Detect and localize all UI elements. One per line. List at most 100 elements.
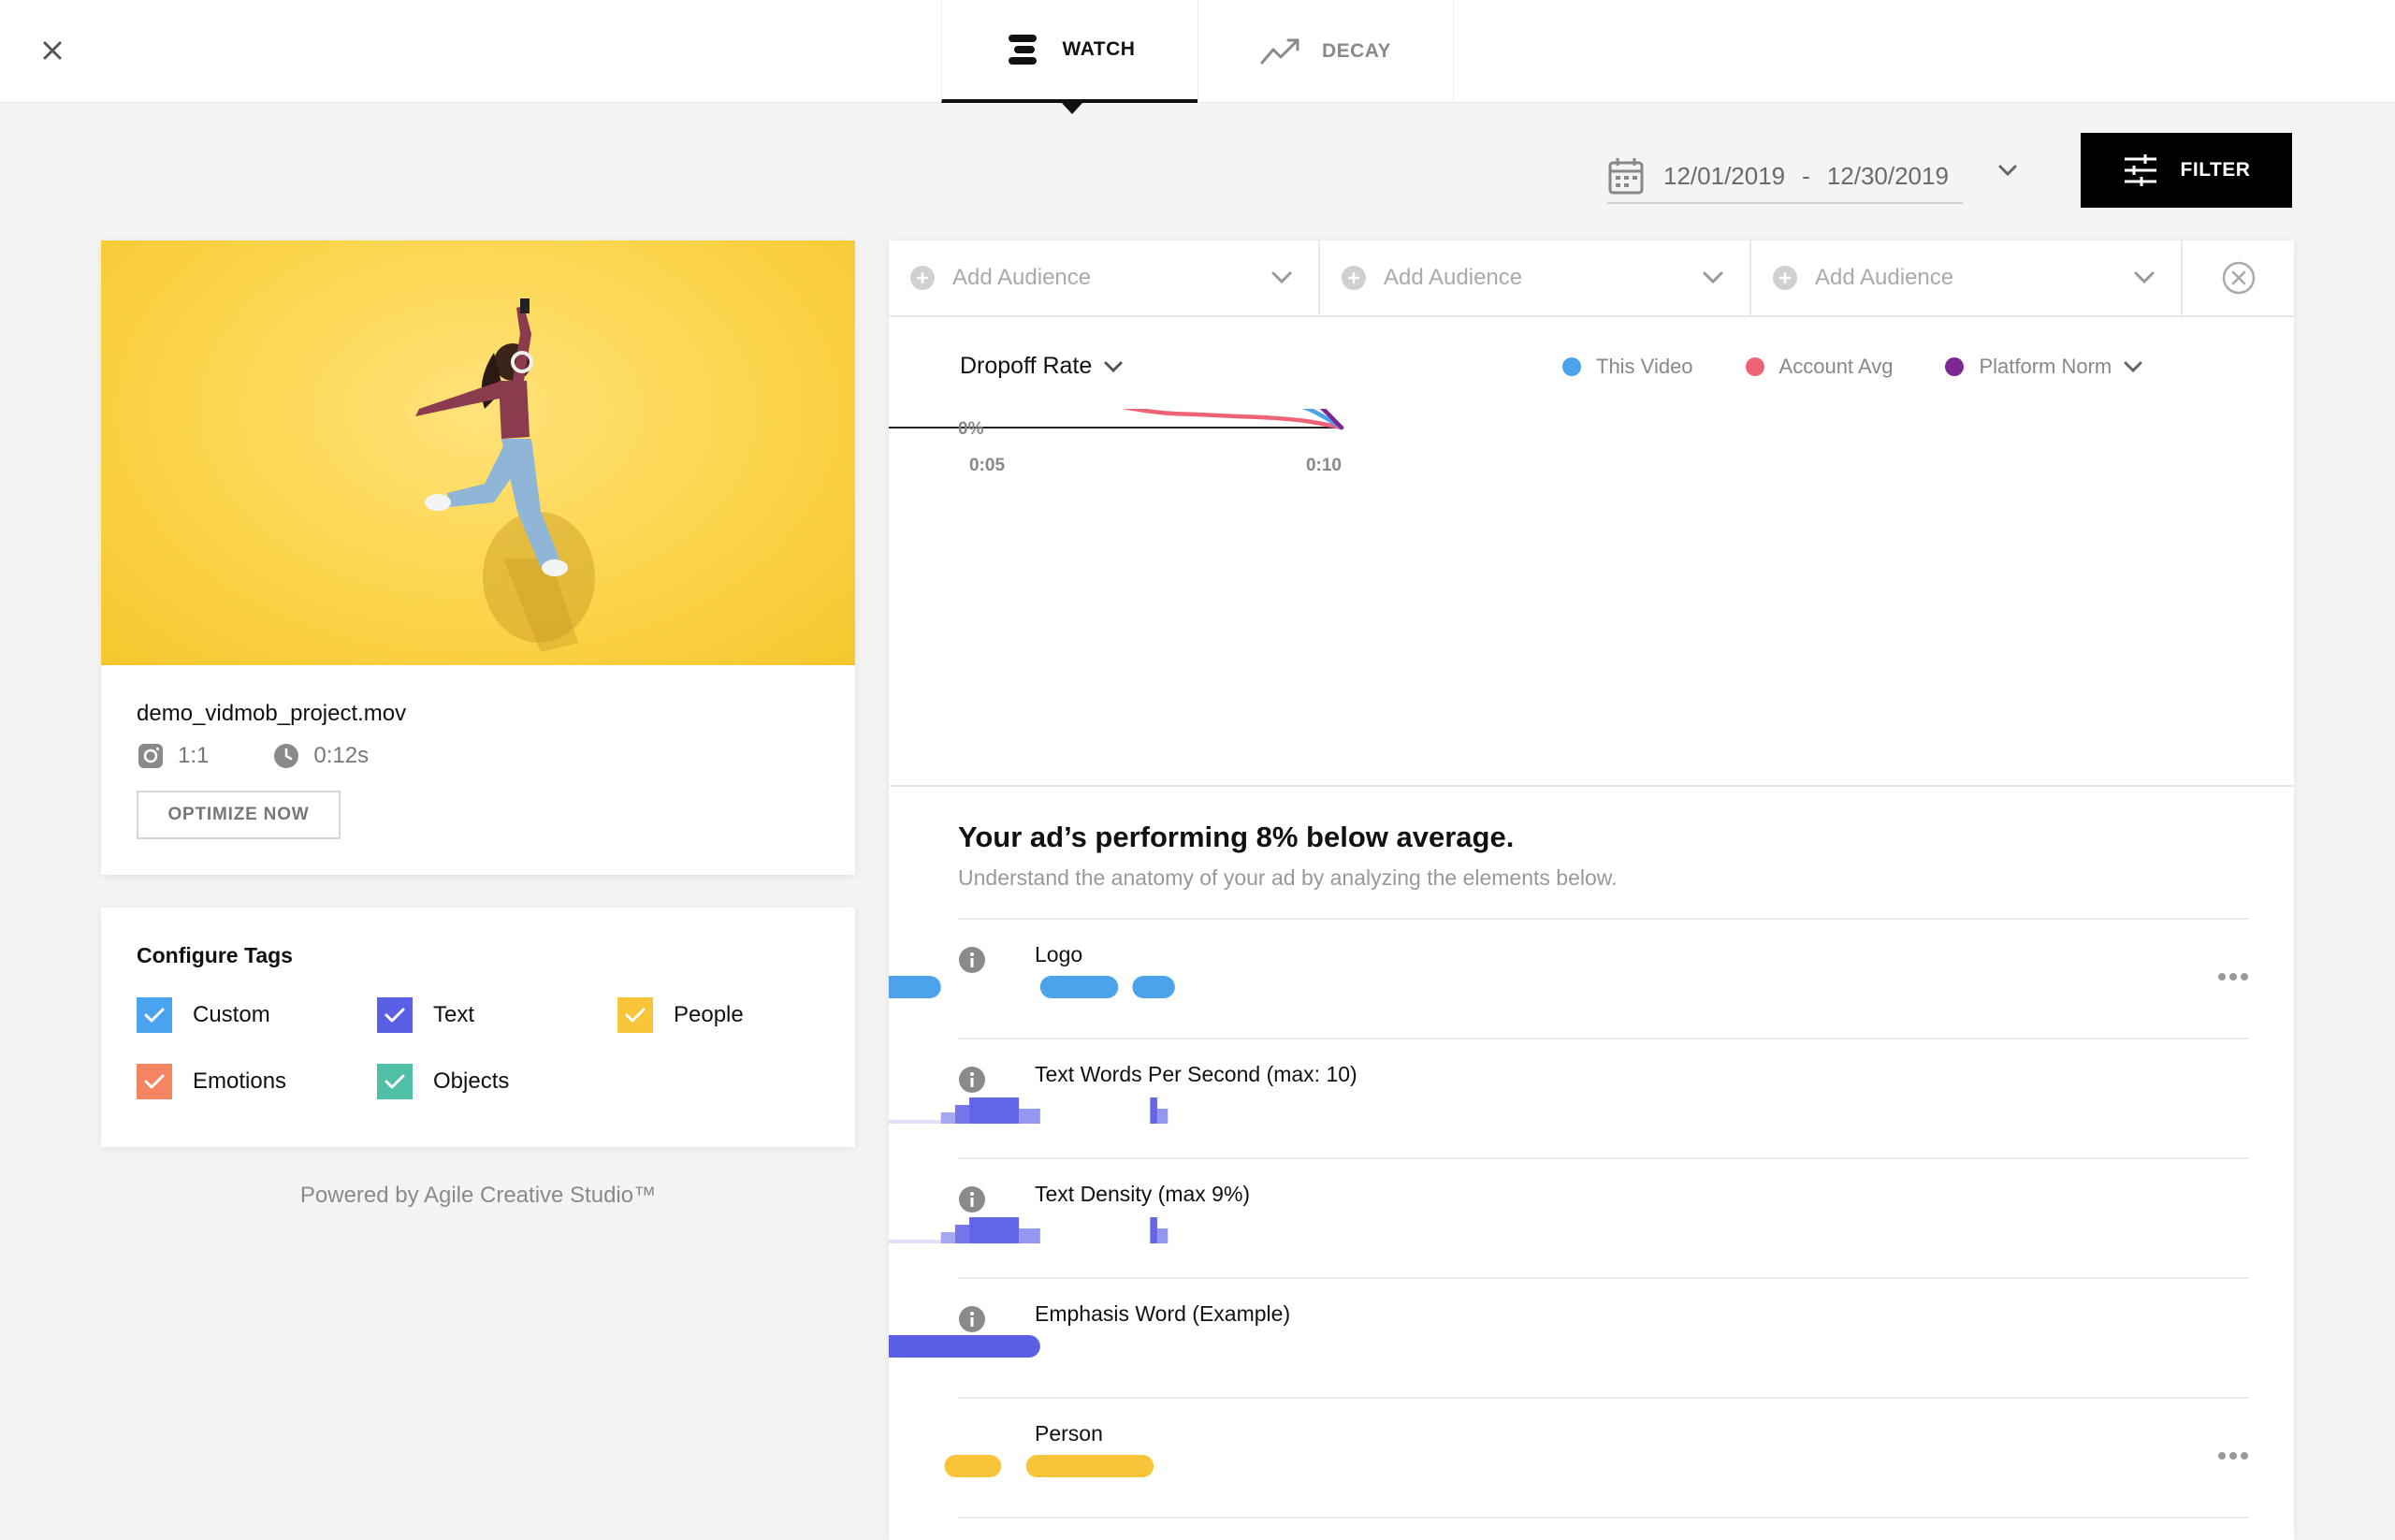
track-segment bbox=[1132, 976, 1175, 998]
instagram-icon bbox=[138, 744, 163, 768]
density-step bbox=[1019, 1228, 1040, 1243]
check-icon bbox=[617, 997, 653, 1033]
close-circle-icon bbox=[2222, 261, 2255, 295]
add-audience-dropdown-1[interactable]: Add Audience bbox=[889, 240, 1320, 315]
info-icon[interactable] bbox=[958, 1066, 986, 1094]
add-audience-label: Add Audience bbox=[952, 265, 1092, 290]
density-step bbox=[1150, 1217, 1157, 1243]
close-icon[interactable] bbox=[37, 36, 67, 65]
density-step bbox=[1150, 1097, 1157, 1124]
legend-item-platform-norm[interactable]: Platform Norm bbox=[1945, 355, 2112, 379]
legend-dot bbox=[1945, 357, 1965, 376]
row-label: Person bbox=[1035, 1421, 1103, 1446]
date-end: 12/30/2019 bbox=[1826, 161, 1949, 190]
more-options-icon[interactable] bbox=[2217, 972, 2249, 981]
optimize-now-button[interactable]: OPTIMIZE NOW bbox=[137, 791, 341, 839]
clock-icon bbox=[274, 744, 299, 768]
date-start: 12/01/2019 bbox=[1663, 161, 1786, 190]
legend-item-account-avg[interactable]: Account Avg bbox=[1745, 355, 1894, 379]
clear-audiences-button[interactable] bbox=[2183, 240, 2294, 315]
density-step bbox=[940, 1232, 955, 1243]
x-tick-label: 0:05 bbox=[969, 456, 1005, 475]
row-divider bbox=[958, 1277, 2249, 1279]
configure-tags-card: Configure Tags Custom Text People Emotions O… bbox=[101, 908, 855, 1147]
performance-headline: Your ad’s performing 8% below average. bbox=[958, 821, 1515, 853]
metric-selector[interactable]: Dropoff Rate bbox=[960, 353, 1124, 380]
tag-checkbox-emotions[interactable]: Emotions bbox=[137, 1064, 286, 1099]
add-audience-dropdown-3[interactable]: Add Audience bbox=[1751, 240, 2183, 315]
chevron-down-icon bbox=[1104, 361, 1123, 372]
configure-tags-title: Configure Tags bbox=[137, 943, 293, 967]
dropoff-chart: 100%80%60%40%20%0%0:000:050:10 bbox=[889, 409, 1344, 475]
date-range-picker[interactable]: 12/01/2019 - 12/30/2019 bbox=[1607, 150, 2017, 204]
tab-watch[interactable]: WATCH bbox=[941, 0, 1198, 114]
tab-decay[interactable]: DECAY bbox=[1198, 0, 1454, 103]
tag-label: People bbox=[674, 1002, 744, 1027]
watch-bars-icon bbox=[1008, 35, 1037, 65]
add-audience-dropdown-2[interactable]: Add Audience bbox=[1320, 240, 1751, 315]
density-step bbox=[940, 1112, 955, 1124]
video-thumbnail[interactable] bbox=[101, 240, 855, 665]
video-duration: 0:12s bbox=[313, 743, 370, 768]
row-divider bbox=[958, 1038, 2249, 1039]
tag-checkbox-objects[interactable]: Objects bbox=[377, 1064, 509, 1099]
track-segment bbox=[1039, 976, 1119, 998]
metric-label: Dropoff Rate bbox=[960, 353, 1093, 379]
audience-selector-row: Add Audience Add Audience Add Audience bbox=[889, 240, 2294, 317]
check-icon bbox=[377, 997, 413, 1033]
density-step bbox=[889, 1120, 941, 1124]
info-icon[interactable] bbox=[958, 946, 986, 974]
row-divider bbox=[958, 1517, 2249, 1518]
density-step bbox=[954, 1105, 970, 1124]
legend-label: Platform Norm bbox=[1979, 355, 2112, 378]
tag-label: Text bbox=[433, 1002, 475, 1027]
sliders-icon bbox=[2124, 154, 2156, 186]
info-icon[interactable] bbox=[958, 1185, 986, 1213]
series-line-account-avg bbox=[1122, 409, 1344, 430]
density-step bbox=[954, 1225, 970, 1243]
plus-circle-icon bbox=[1342, 266, 1366, 290]
density-step bbox=[1156, 1228, 1168, 1243]
info-icon[interactable] bbox=[958, 1305, 986, 1333]
legend-label: Account Avg bbox=[1778, 355, 1894, 378]
row-label: Text Density (max 9%) bbox=[1035, 1182, 1251, 1206]
video-meta: 1:1 0:12s bbox=[137, 742, 369, 770]
tag-checkbox-text[interactable]: Text bbox=[377, 997, 474, 1033]
density-step bbox=[1156, 1109, 1168, 1124]
row-label: Logo bbox=[1035, 942, 1083, 966]
chevron-down-icon[interactable] bbox=[1996, 159, 2019, 182]
video-card: demo_vidmob_project.mov 1:1 0:12s OPTIMI… bbox=[101, 240, 855, 875]
tab-watch-label: WATCH bbox=[1062, 38, 1136, 60]
add-audience-label: Add Audience bbox=[1815, 265, 1954, 290]
filter-label: FILTER bbox=[2180, 159, 2251, 181]
more-options-icon[interactable] bbox=[2217, 1451, 2249, 1460]
y-tick-label: 0% bbox=[958, 419, 984, 439]
row-divider bbox=[958, 1157, 2249, 1159]
performance-subline: Understand the anatomy of your ad by ana… bbox=[958, 865, 1618, 890]
view-tabs: WATCH DECAY bbox=[941, 0, 1454, 114]
powered-by-text: Powered by Agile Creative Studio™ bbox=[299, 1183, 657, 1208]
filter-button[interactable]: FILTER bbox=[2081, 133, 2292, 208]
legend-label: This Video bbox=[1596, 355, 1693, 378]
legend-item-this-video[interactable]: This Video bbox=[1562, 355, 1693, 379]
jumping-woman-image bbox=[415, 298, 595, 652]
legend-dot bbox=[1745, 357, 1764, 376]
tag-checkbox-custom[interactable]: Custom bbox=[137, 997, 270, 1033]
track-segment bbox=[1025, 1455, 1154, 1477]
chevron-down-icon[interactable] bbox=[2123, 356, 2143, 377]
aspect-ratio: 1:1 bbox=[178, 743, 210, 768]
add-audience-label: Add Audience bbox=[1384, 265, 1523, 290]
tag-label: Objects bbox=[433, 1068, 510, 1094]
density-step bbox=[1019, 1109, 1040, 1124]
track-segment bbox=[889, 976, 941, 998]
tag-label: Custom bbox=[193, 1002, 270, 1027]
tag-label: Emotions bbox=[193, 1068, 287, 1094]
chevron-down-icon bbox=[2134, 271, 2155, 284]
calendar-icon bbox=[1608, 158, 1644, 195]
check-icon bbox=[137, 997, 172, 1033]
density-step bbox=[889, 1240, 941, 1243]
chart-legend: This Video Account Avg Platform Norm bbox=[1562, 355, 2143, 379]
tab-decay-label: DECAY bbox=[1321, 40, 1392, 62]
tag-checkbox-people[interactable]: People bbox=[617, 997, 744, 1033]
check-icon bbox=[377, 1064, 413, 1099]
